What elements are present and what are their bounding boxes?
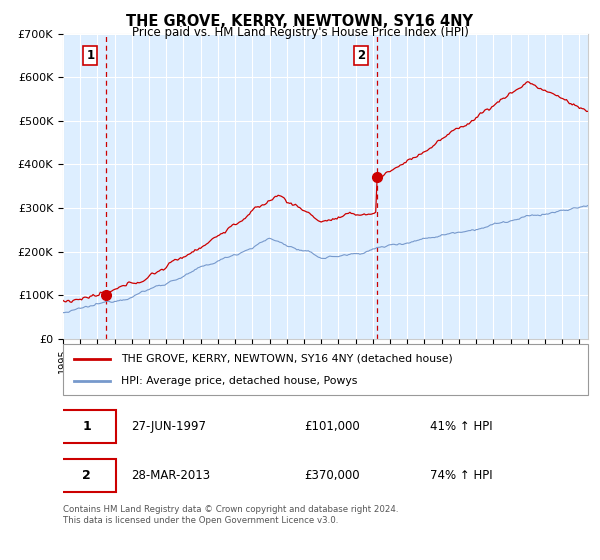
Text: 27-JUN-1997: 27-JUN-1997 — [131, 420, 206, 433]
FancyBboxPatch shape — [58, 410, 115, 444]
Text: THE GROVE, KERRY, NEWTOWN, SY16 4NY: THE GROVE, KERRY, NEWTOWN, SY16 4NY — [127, 14, 473, 29]
Text: THE GROVE, KERRY, NEWTOWN, SY16 4NY (detached house): THE GROVE, KERRY, NEWTOWN, SY16 4NY (det… — [121, 353, 452, 363]
Text: 41% ↑ HPI: 41% ↑ HPI — [431, 420, 493, 433]
FancyBboxPatch shape — [58, 459, 115, 492]
Text: 28-MAR-2013: 28-MAR-2013 — [131, 469, 211, 482]
Text: 2: 2 — [82, 469, 91, 482]
Text: 74% ↑ HPI: 74% ↑ HPI — [431, 469, 493, 482]
Text: 1: 1 — [82, 420, 91, 433]
Text: 2: 2 — [358, 49, 365, 62]
Text: £101,000: £101,000 — [305, 420, 360, 433]
Text: Price paid vs. HM Land Registry's House Price Index (HPI): Price paid vs. HM Land Registry's House … — [131, 26, 469, 39]
Text: Contains HM Land Registry data © Crown copyright and database right 2024.
This d: Contains HM Land Registry data © Crown c… — [63, 505, 398, 525]
Text: HPI: Average price, detached house, Powys: HPI: Average price, detached house, Powy… — [121, 376, 357, 386]
Text: £370,000: £370,000 — [305, 469, 360, 482]
Text: 1: 1 — [86, 49, 94, 62]
FancyBboxPatch shape — [63, 344, 588, 395]
